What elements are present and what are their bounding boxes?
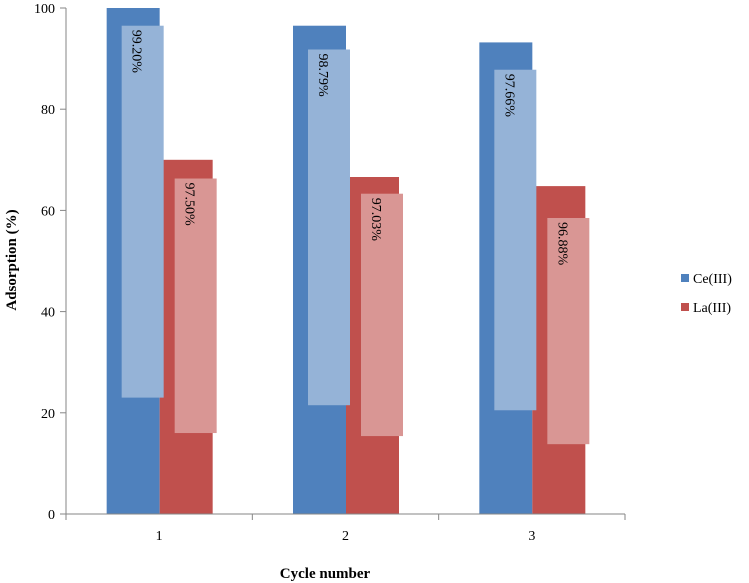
y-tick-label-80: 80 — [41, 103, 55, 118]
legend-label-laiii: La(III) — [693, 301, 731, 316]
inner-bar-laiii-cycle-2 — [361, 193, 403, 437]
inner-bar-laiii-cycle-3 — [547, 217, 590, 445]
y-tick-label-40: 40 — [41, 306, 55, 321]
y-tick-label-20: 20 — [41, 407, 55, 422]
data-label-laiii-cycle-2: 97.03% — [368, 198, 383, 242]
inner-bar-laiii-cycle-1 — [174, 178, 217, 434]
x-tick-label-1: 1 — [156, 529, 163, 544]
y-tick-label-0: 0 — [48, 508, 55, 523]
data-labels-group: 99.20% 98.79% 97.66% 97.50% 97.03% 96.88% — [129, 30, 570, 266]
inner-bar-ceiii-cycle-2 — [308, 49, 350, 406]
legend: Ce(III) La(III) — [681, 272, 732, 316]
y-axis-title: Adsorption (%) — [4, 209, 20, 310]
legend-swatch-laiii — [681, 303, 689, 311]
y-tick-label-60: 60 — [41, 204, 55, 219]
data-label-ceiii-cycle-2: 98.79% — [315, 53, 330, 97]
x-tick-label-2: 2 — [342, 529, 349, 544]
legend-swatch-ceiii — [681, 274, 689, 282]
x-axis-title: Cycle number — [280, 566, 371, 582]
data-label-ceiii-cycle-1: 99.20% — [129, 30, 144, 74]
inner-bars-group — [121, 25, 590, 445]
y-tick-label-100: 100 — [34, 2, 55, 17]
axes-group: 0 20 40 60 80 100 1 2 3 — [34, 2, 626, 544]
data-label-ceiii-cycle-3: 97.66% — [501, 74, 516, 118]
legend-label-ceiii: Ce(III) — [693, 272, 732, 287]
inner-bar-ceiii-cycle-1 — [121, 25, 164, 398]
data-label-laiii-cycle-3: 96.88% — [554, 222, 569, 265]
data-label-laiii-cycle-1: 97.50% — [182, 183, 197, 227]
inner-bar-ceiii-cycle-3 — [494, 69, 537, 411]
x-tick-label-3: 3 — [528, 529, 535, 544]
